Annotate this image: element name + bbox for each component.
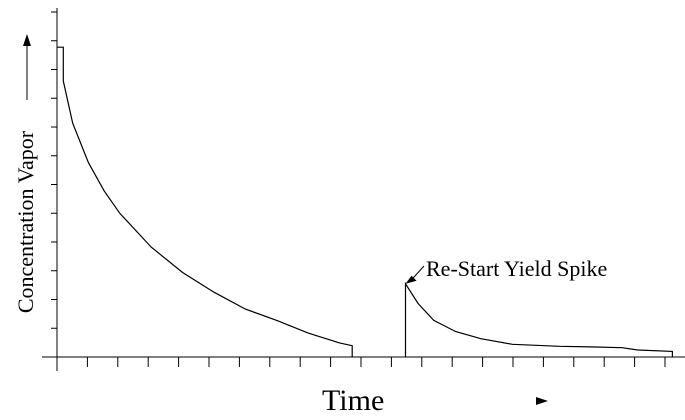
axes: [42, 8, 685, 371]
y-axis-label: Concentration Vapor: [13, 130, 38, 313]
annotation-arrowhead: [405, 275, 417, 284]
series-line-2: [404, 281, 674, 357]
series-layer: [57, 46, 674, 357]
x-axis-label: Time: [322, 384, 384, 415]
x-axis-arrow-icon: [536, 397, 548, 405]
y-axis-arrow-icon: [23, 34, 31, 46]
series-line-1: [57, 46, 353, 357]
annotation-text: Re-Start Yield Spike: [426, 256, 607, 281]
annotation-leader: [411, 265, 425, 281]
annotation-layer: Re-Start Yield Spike: [405, 256, 607, 284]
label-layer: Time Concentration Vapor: [13, 34, 548, 417]
